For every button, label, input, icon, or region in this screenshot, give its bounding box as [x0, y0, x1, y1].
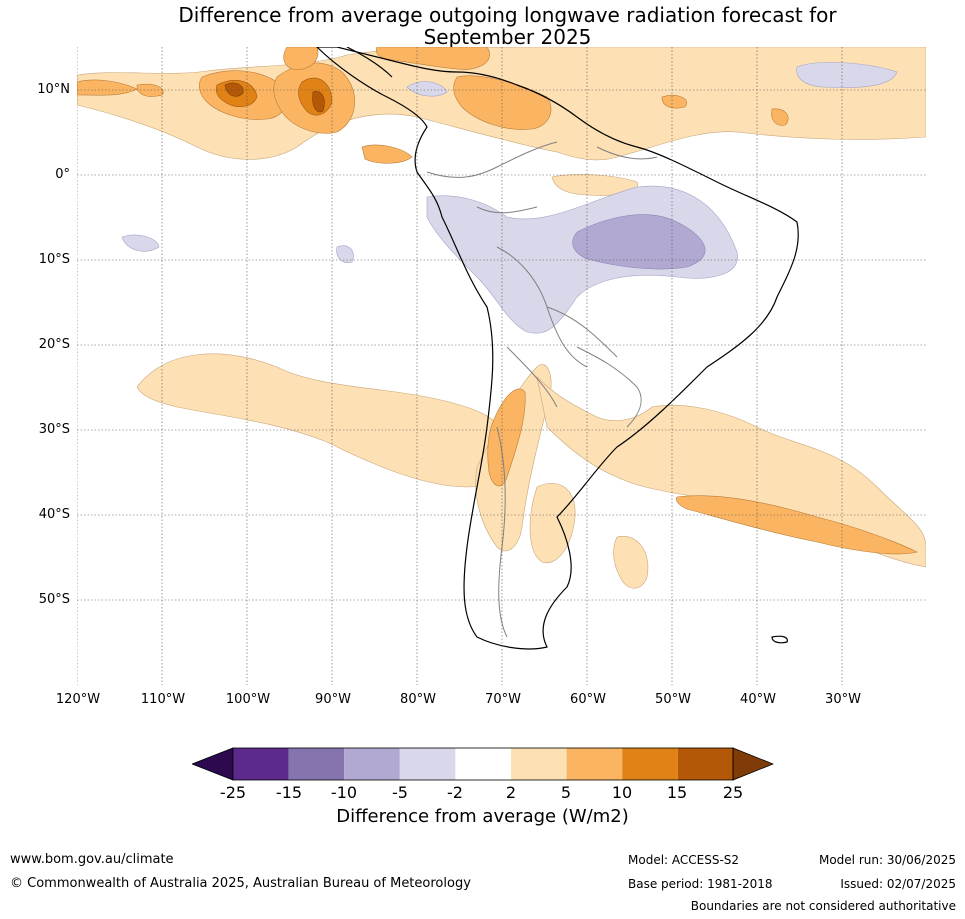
colorbar-tick: 10 [611, 783, 633, 802]
title-line-2: September 2025 [423, 25, 592, 49]
colorbar-tick: -25 [219, 783, 247, 802]
footer-issued: Issued: 02/07/2025 [840, 877, 956, 891]
map-panel [77, 47, 926, 685]
colorbar-tick: -15 [275, 783, 303, 802]
colorbar-arrow-right [732, 747, 774, 781]
lat-label-10n: 10°N [37, 82, 70, 97]
anomaly-negative-medium [572, 214, 706, 270]
patagonia-patch [529, 482, 576, 564]
south-pacific-band [136, 353, 510, 488]
country-borders [426, 141, 658, 638]
lon-label-70w: 70°W [485, 692, 521, 707]
colorbar-seg-5 [455, 748, 511, 780]
south-atlantic-medium-band [676, 495, 918, 555]
border-5 [506, 346, 558, 408]
east-pacific-patch-2 [136, 84, 164, 97]
lon-label-40w: 40°W [740, 692, 776, 707]
border-6 [496, 426, 508, 638]
colorbar-seg-7 [566, 748, 623, 780]
colorbar-tick: 25 [722, 783, 744, 802]
colorbar-tick: 15 [666, 783, 688, 802]
lat-label-40s: 40°S [38, 507, 70, 522]
colorbar-seg-4 [399, 748, 456, 780]
lon-label-120w: 120°W [55, 692, 101, 707]
gridlines [77, 47, 926, 685]
atlantic-patch-2 [771, 108, 789, 126]
north-atlantic-patch [796, 62, 898, 88]
colorbar-seg-1 [233, 748, 289, 780]
colorbar-arrow-left [192, 747, 234, 781]
caribbean-patch [376, 47, 490, 70]
lat-label-30s: 30°S [38, 422, 70, 437]
colorbar-tick: 2 [505, 783, 517, 802]
map-canvas [77, 47, 926, 685]
border-8 [596, 146, 658, 160]
border-2 [476, 206, 538, 214]
lat-label-0: 0° [55, 167, 70, 182]
border-3 [496, 246, 588, 368]
lon-label-100w: 100°W [225, 692, 271, 707]
border-7 [576, 346, 642, 428]
south-atlantic-band [536, 376, 926, 568]
pacific-small-patch [336, 245, 354, 263]
lon-label-60w: 60°W [570, 692, 606, 707]
colorbar-seg-8 [622, 748, 678, 780]
colorbar-seg-3 [344, 748, 400, 780]
lon-label-90w: 90°W [315, 692, 351, 707]
anomaly-positive-light [77, 47, 926, 589]
anomaly-positive-strongest [224, 82, 325, 113]
lat-label-10s: 10°S [38, 252, 70, 267]
lat-label-50s: 50°S [38, 592, 70, 607]
colorbar-tick: 5 [560, 783, 572, 802]
lon-label-50w: 50°W [655, 692, 691, 707]
footer-website: www.bom.gov.au/climate [10, 852, 174, 867]
lon-label-80w: 80°W [400, 692, 436, 707]
colorbar [192, 747, 774, 781]
title-line-1: Difference from average outgoing longwav… [178, 3, 837, 27]
lon-label-30w: 30°W [825, 692, 861, 707]
caribbean-negative-patch [406, 81, 448, 97]
colorbar-seg-2 [288, 748, 345, 780]
south-america-outline [316, 47, 799, 650]
footer-disclaimer: Boundaries are not considered authoritat… [690, 899, 956, 913]
strongest-patch-2 [312, 91, 325, 113]
colorbar-seg-9 [677, 748, 733, 780]
chart-title: Difference from average outgoing longwav… [0, 4, 965, 48]
footer-model: Model: ACCESS-S2 [628, 853, 740, 867]
central-america-patch [283, 47, 319, 70]
coastline [316, 47, 799, 650]
east-pacific-patch-5 [361, 144, 413, 164]
lat-label-20s: 20°S [38, 337, 70, 352]
footer-copyright: © Commonwealth of Australia 2025, Austra… [10, 876, 471, 891]
strongest-patch-1 [224, 82, 244, 97]
andes-peak-patch [487, 388, 526, 487]
colorbar-tick: -5 [392, 783, 408, 802]
atlantic-patch-1 [661, 95, 687, 109]
footer-base-period: Base period: 1981-2018 [628, 877, 773, 891]
south-atlantic-patch [613, 535, 649, 589]
border-1 [426, 141, 558, 178]
colorbar-tick: -2 [447, 783, 463, 802]
brazil-negative-core [572, 214, 706, 270]
falklands-outline [771, 635, 788, 644]
colorbar-tick: -10 [330, 783, 358, 802]
border-4 [546, 306, 618, 358]
central-america-coast [346, 47, 393, 78]
colorbar-title: Difference from average (W/m2) [336, 806, 629, 827]
lon-label-110w: 110°W [140, 692, 186, 707]
east-pacific-patch-1 [77, 79, 138, 96]
equatorial-pacific-patch [121, 234, 160, 252]
footer-model-run: Model run: 30/06/2025 [818, 853, 956, 867]
colorbar-seg-6 [511, 748, 567, 780]
